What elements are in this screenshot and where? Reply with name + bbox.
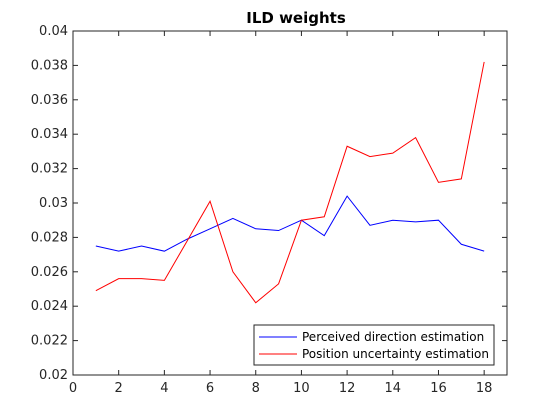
- y-tick-label: 0.032: [31, 162, 68, 177]
- x-tick-label: 14: [385, 381, 402, 396]
- y-tick-label: 0.028: [31, 230, 68, 245]
- x-axis: 0 2 4 6 8 10 12 14 16 18: [69, 31, 493, 396]
- y-tick-label: 0.04: [39, 24, 68, 39]
- x-tick-label: 18: [476, 381, 493, 396]
- x-tick-label: 16: [430, 381, 447, 396]
- legend-label: Perceived direction estimation: [302, 330, 484, 344]
- y-tick-label: 0.03: [39, 196, 68, 211]
- legend-box: [253, 324, 495, 366]
- x-tick-label: 0: [69, 381, 77, 396]
- x-tick-label: 4: [160, 381, 168, 396]
- y-tick-label: 0.022: [31, 334, 68, 349]
- y-tick-label: 0.026: [31, 265, 68, 280]
- chart-title: ILD weights: [246, 9, 346, 27]
- y-tick-label: 0.02: [39, 368, 68, 383]
- series-line-2: [95, 61, 485, 304]
- x-tick-label: 10: [293, 381, 310, 396]
- x-tick-label: 6: [206, 381, 214, 396]
- x-tick-label: 2: [115, 381, 123, 396]
- series-line-1: [95, 195, 485, 252]
- y-axis: 0.02 0.022 0.024 0.026 0.028 0.03 0.032 0.034 0.…: [31, 24, 507, 383]
- plot-area: [72, 30, 508, 376]
- y-tick-label: 0.034: [31, 127, 68, 142]
- x-tick-label: 8: [252, 381, 260, 396]
- y-tick-label: 0.036: [31, 93, 68, 108]
- x-tick-label: 12: [339, 381, 356, 396]
- y-tick-label: 0.038: [31, 58, 68, 73]
- y-tick-label: 0.024: [31, 299, 68, 314]
- series-layer: [95, 61, 485, 304]
- legend: Perceived direction estimation Position u…: [253, 324, 495, 366]
- legend-label: Position uncertainty estimation: [302, 347, 489, 361]
